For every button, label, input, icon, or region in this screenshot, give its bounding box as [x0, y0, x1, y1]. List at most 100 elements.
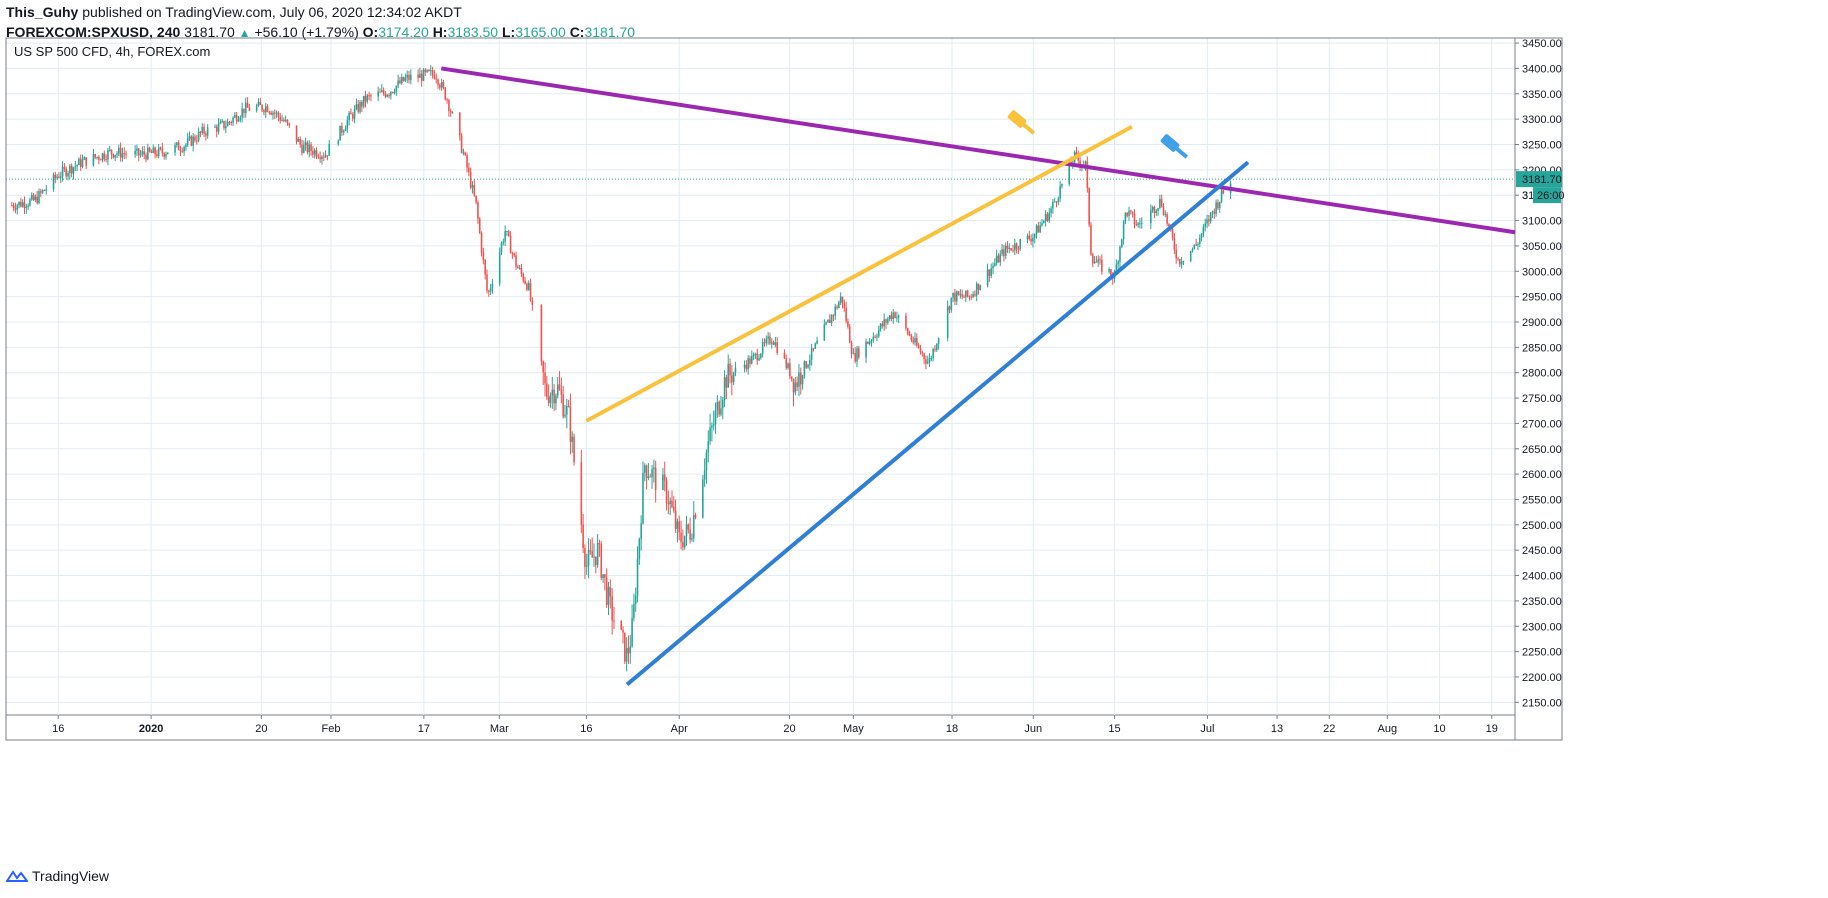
candle-body	[440, 82, 443, 88]
gavel-icon-yellow[interactable]	[1007, 109, 1036, 135]
candle-body	[1126, 212, 1129, 216]
candle-body	[312, 151, 314, 155]
candle-body	[638, 538, 641, 559]
candle-body	[351, 114, 354, 119]
candle-body	[703, 470, 706, 480]
candle-body	[183, 146, 185, 152]
candle-body	[887, 319, 889, 323]
candle-body	[1053, 201, 1056, 203]
candle-body	[468, 167, 470, 173]
candle-body	[61, 166, 64, 177]
candle-body	[1088, 187, 1090, 225]
author-name[interactable]: This_Guhy	[6, 4, 79, 20]
price-axis[interactable]: 3450.003400.003350.003300.003250.003200.…	[1515, 38, 1562, 709]
candle-body	[433, 74, 436, 79]
symbol-label[interactable]: FOREXCOM:SPXUSD, 240	[6, 24, 181, 40]
up-arrow-icon: ▲	[238, 26, 251, 40]
trendline-purple[interactable]	[440, 66, 1516, 235]
candle-body	[500, 242, 503, 253]
candle-body	[359, 102, 361, 112]
time-axis[interactable]: 16 2020 20 Feb 17 Mar 16 Apr 20 May 18 Jun 15 Jul 13 22…	[52, 715, 1498, 735]
candle-body	[67, 173, 69, 177]
x-tick-label: 18	[946, 723, 958, 735]
candle-body	[854, 353, 856, 362]
candle-body	[179, 150, 182, 152]
candle-body	[370, 95, 372, 97]
candle-body	[190, 136, 193, 146]
candle-body	[549, 395, 552, 404]
candle-body	[491, 283, 494, 289]
chart-header: This_Guhy published on TradingView.com, …	[6, 2, 1806, 43]
candle-body	[1122, 221, 1125, 240]
candle-body	[308, 144, 311, 153]
candle-body	[297, 139, 300, 142]
candle-body	[803, 361, 806, 376]
candle-body	[197, 131, 200, 141]
candle-body	[136, 148, 138, 151]
candle-body	[1046, 213, 1049, 221]
candle-body	[123, 153, 126, 155]
x-tick-label: 17	[418, 723, 430, 735]
candle-body	[181, 150, 184, 152]
candle-body	[1159, 198, 1161, 208]
footer-brand[interactable]: TradingView	[6, 868, 109, 884]
trendline-yellow[interactable]	[585, 124, 1133, 423]
candle-body	[975, 283, 978, 296]
candle-body	[1039, 225, 1041, 233]
candle-body	[14, 208, 17, 210]
candle-body	[341, 125, 343, 133]
gavel-icon-blue[interactable]	[1160, 133, 1189, 159]
chart-pane[interactable]	[5, 37, 1563, 741]
last-price-badges: 3181.70 3 26:00	[1516, 171, 1565, 204]
candle-body	[801, 375, 804, 385]
candle-body	[419, 73, 421, 78]
candle-body	[244, 102, 247, 114]
candle-body	[442, 82, 445, 88]
candle-body	[36, 196, 38, 204]
candle-body	[85, 157, 87, 166]
candle-body	[565, 405, 568, 415]
candle-body	[720, 408, 722, 415]
candle-body	[439, 85, 441, 88]
candle-body	[950, 297, 953, 310]
x-tick-label: 2020	[139, 723, 163, 735]
candle-body	[520, 268, 523, 274]
candle-body	[1068, 161, 1070, 184]
candle-body	[241, 108, 243, 118]
y-tick-label: 2600.00	[1522, 469, 1562, 481]
candle-body	[194, 136, 196, 141]
candle-body	[961, 294, 963, 297]
candle-body	[16, 205, 19, 210]
candle-body	[154, 147, 156, 155]
candle-body	[79, 158, 82, 167]
candle-body	[304, 142, 307, 146]
trendlines[interactable]	[440, 66, 1516, 687]
grid	[6, 38, 1515, 716]
candle-body	[787, 363, 789, 368]
candle-body	[59, 176, 62, 178]
candle-body	[515, 255, 517, 267]
candle-body	[255, 106, 258, 111]
candle-body	[932, 348, 934, 359]
candle-body	[529, 283, 532, 301]
candle-body	[711, 425, 713, 428]
candle-body	[600, 543, 603, 579]
candle-body	[1177, 258, 1179, 260]
trendline-blue[interactable]	[625, 160, 1250, 687]
candle-body	[783, 352, 786, 359]
candle-body	[156, 154, 158, 156]
chart-title[interactable]: US SP 500 CFD, 4h, FOREX.com	[14, 44, 210, 59]
candle-body	[546, 383, 548, 397]
candle-body	[1057, 198, 1060, 203]
candle-body	[1032, 237, 1034, 242]
candle-body	[912, 339, 915, 343]
candle-body	[272, 112, 274, 115]
candle-body	[765, 338, 768, 344]
candle-body	[524, 280, 526, 284]
candle-body	[12, 205, 15, 209]
candle-body	[888, 315, 891, 320]
candle-body	[770, 342, 773, 344]
candle-body	[237, 119, 240, 122]
candle-body	[830, 315, 833, 324]
